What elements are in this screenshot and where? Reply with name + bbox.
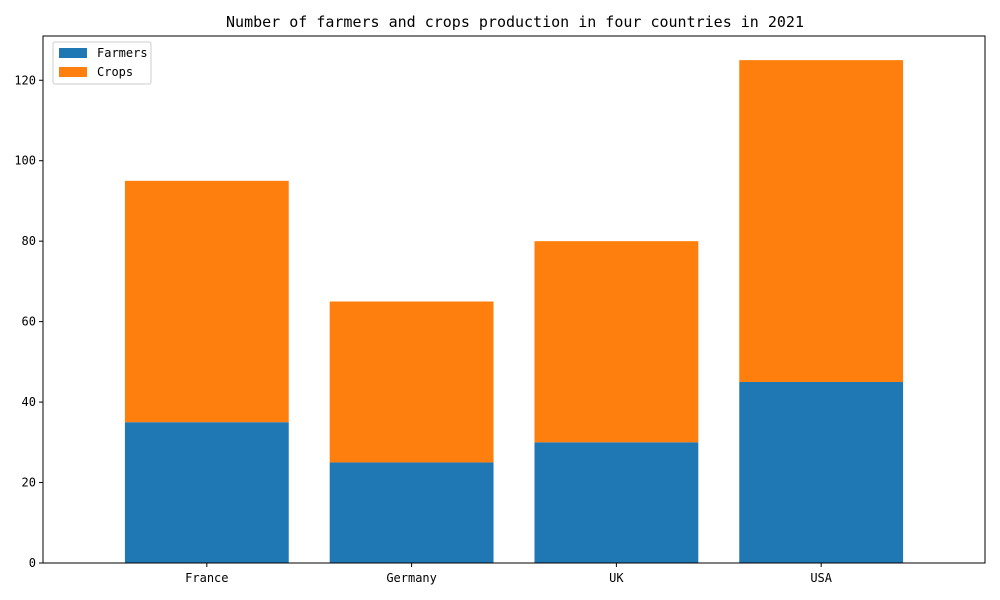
legend: Farmers Crops — [52, 41, 152, 85]
bar-farmers-germany — [329, 462, 494, 563]
x-tick-label: France — [185, 571, 228, 585]
y-axis: 0 20 40 60 80 100 120 — [14, 73, 43, 570]
legend-swatch-farmers — [59, 48, 87, 58]
legend-label-crops: Crops — [97, 65, 133, 79]
y-tick-label: 40 — [22, 395, 36, 409]
x-tick-label: UK — [609, 571, 624, 585]
y-tick-label: 80 — [22, 234, 36, 248]
y-tick-label: 100 — [14, 154, 36, 168]
chart-title: Number of farmers and crops production i… — [226, 13, 804, 31]
bar-farmers-uk — [534, 442, 699, 563]
y-tick-label: 60 — [22, 315, 36, 329]
plot-frame — [42, 35, 986, 564]
y-tick-label: 120 — [14, 73, 36, 87]
bar-crops-germany — [329, 301, 494, 463]
x-tick-label: USA — [810, 571, 832, 585]
y-tick-label: 20 — [22, 476, 36, 490]
bar-farmers-usa — [739, 381, 904, 563]
bar-crops-usa — [739, 60, 904, 382]
x-tick-label: Germany — [386, 571, 437, 585]
plot-area — [124, 60, 904, 563]
legend-swatch-crops — [59, 67, 87, 77]
bar-crops-uk — [534, 241, 699, 443]
bar-farmers-france — [124, 422, 289, 563]
bar-crops-france — [124, 180, 289, 423]
y-tick-label: 0 — [29, 556, 36, 570]
legend-label-farmers: Farmers — [97, 46, 148, 60]
x-axis: France Germany UK USA — [185, 563, 833, 585]
